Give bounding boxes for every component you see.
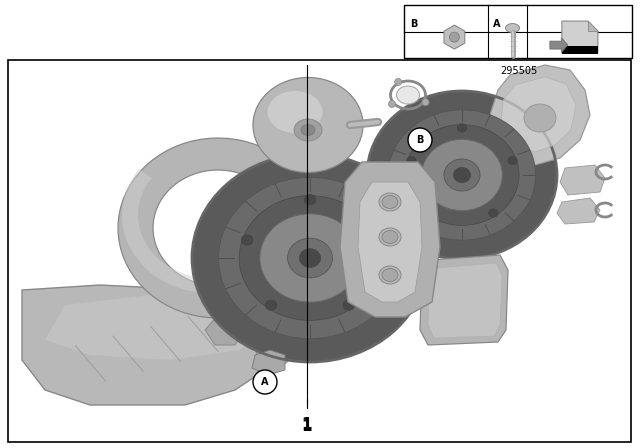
Ellipse shape [506,24,520,33]
Polygon shape [255,335,295,368]
Text: A: A [261,377,269,387]
Ellipse shape [379,228,401,246]
Polygon shape [252,350,285,375]
Polygon shape [501,77,576,152]
Ellipse shape [367,235,379,245]
Ellipse shape [422,139,502,211]
Ellipse shape [379,266,401,284]
Circle shape [253,370,277,394]
Polygon shape [550,38,568,52]
Ellipse shape [253,78,363,172]
Polygon shape [490,65,590,165]
Ellipse shape [406,156,416,165]
Ellipse shape [301,125,315,135]
Ellipse shape [382,195,398,208]
Ellipse shape [192,154,428,362]
Polygon shape [560,165,605,195]
Circle shape [422,99,429,106]
Ellipse shape [382,268,398,281]
Ellipse shape [260,214,360,302]
Ellipse shape [524,104,556,132]
Text: 1: 1 [301,419,312,434]
Text: 295505: 295505 [500,66,537,76]
Bar [562,46,598,54]
Polygon shape [22,285,290,405]
Ellipse shape [268,91,323,133]
Ellipse shape [367,91,557,259]
Circle shape [395,78,402,86]
Ellipse shape [265,300,277,310]
Ellipse shape [508,156,517,165]
Polygon shape [122,169,237,293]
Circle shape [408,128,432,152]
Polygon shape [420,255,508,345]
Polygon shape [588,21,598,31]
Ellipse shape [241,235,253,245]
Bar [404,5,632,58]
Bar [8,60,631,442]
Circle shape [388,100,396,108]
Ellipse shape [382,231,398,244]
Polygon shape [557,198,600,224]
Polygon shape [45,295,265,360]
Polygon shape [118,138,307,318]
Ellipse shape [294,119,322,141]
Ellipse shape [388,110,536,240]
Ellipse shape [397,86,419,104]
Circle shape [449,32,460,42]
Text: B: B [416,135,424,145]
Text: A: A [493,19,500,29]
Polygon shape [562,21,598,53]
Ellipse shape [488,209,498,217]
Ellipse shape [405,125,519,225]
Ellipse shape [444,159,480,191]
Ellipse shape [239,196,381,320]
Ellipse shape [457,124,467,132]
Ellipse shape [379,193,401,211]
Ellipse shape [343,300,355,310]
Polygon shape [428,263,502,338]
Polygon shape [205,315,245,345]
Ellipse shape [304,194,316,205]
Ellipse shape [426,209,435,217]
Text: 1: 1 [301,417,312,431]
Polygon shape [340,162,440,317]
Ellipse shape [300,249,321,267]
Ellipse shape [218,177,401,339]
Ellipse shape [454,168,470,182]
Polygon shape [358,182,422,302]
Text: B: B [410,19,418,29]
Ellipse shape [287,238,332,278]
